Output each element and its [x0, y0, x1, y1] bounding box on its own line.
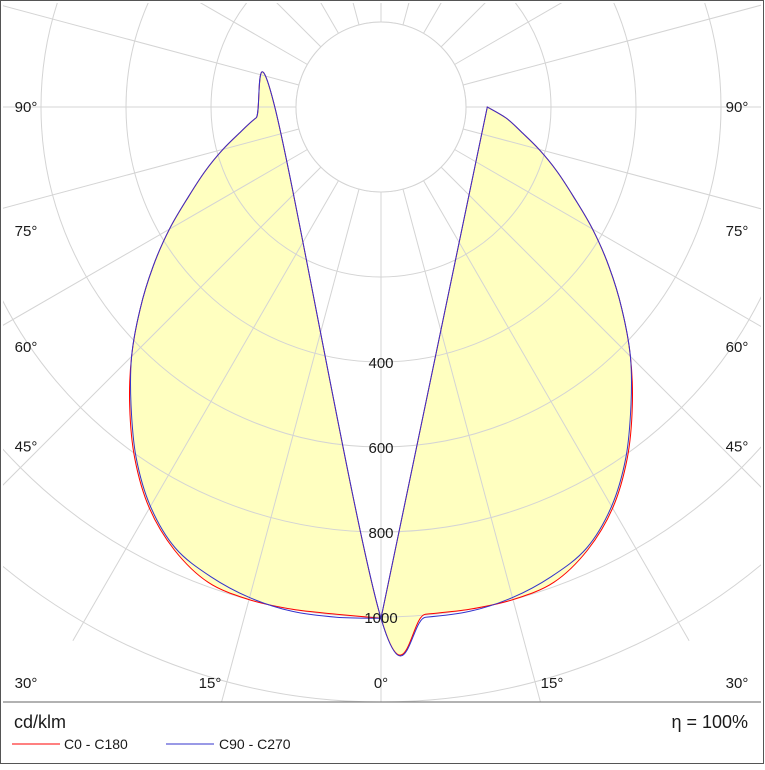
grid-spoke: [440, 166, 761, 488]
angle-label-right: 30°: [726, 675, 749, 692]
radial-tick-label: 1000: [364, 610, 397, 627]
angle-label-left: 30°: [15, 675, 38, 692]
grid-spoke: [454, 3, 563, 65]
legend-label-c0: C0 - C180: [64, 736, 128, 752]
grid-spoke: [221, 188, 360, 702]
unit-label: cd/klm: [14, 712, 66, 732]
angle-label-left: 45°: [15, 438, 38, 455]
grid-spoke: [3, 149, 308, 326]
angle-label-left: 75°: [15, 223, 38, 240]
radial-tick-label: 600: [368, 440, 393, 457]
inner-hole: [295, 21, 467, 193]
angle-label-left: 90°: [15, 99, 38, 116]
angle-label-zero: 0°: [374, 675, 388, 692]
grid-spoke: [462, 4, 761, 86]
angle-label-right: 75°: [726, 223, 749, 240]
series-line-c90-c270: [129, 71, 633, 657]
grid-spoke: [462, 128, 761, 210]
plot-area: [3, 3, 761, 702]
angle-label-right: 60°: [726, 339, 749, 356]
grid-spoke: [454, 149, 761, 327]
intensity-fill: [129, 71, 633, 656]
angle-label-right: 90°: [726, 99, 749, 116]
grid-spoke: [3, 5, 300, 86]
grid-spoke: [3, 166, 322, 486]
axis-labels: 4006008001000105°105°90°90°75°75°60°60°4…: [15, 99, 749, 692]
grid-spoke: [72, 180, 339, 641]
efficiency-label: η = 100%: [671, 712, 748, 732]
grid-spoke: [3, 128, 300, 209]
radial-tick-label: 400: [368, 355, 393, 372]
angle-label-right: 45°: [726, 438, 749, 455]
grid-spoke: [199, 3, 308, 65]
legend-label-c90: C90 - C270: [219, 736, 291, 752]
grid-spoke: [423, 180, 690, 641]
angle-label-left: 15°: [199, 675, 222, 692]
angle-label-right: 15°: [541, 675, 564, 692]
radial-tick-label: 800: [368, 525, 393, 542]
angle-label-left: 60°: [15, 339, 38, 356]
grid-spoke: [402, 188, 541, 702]
